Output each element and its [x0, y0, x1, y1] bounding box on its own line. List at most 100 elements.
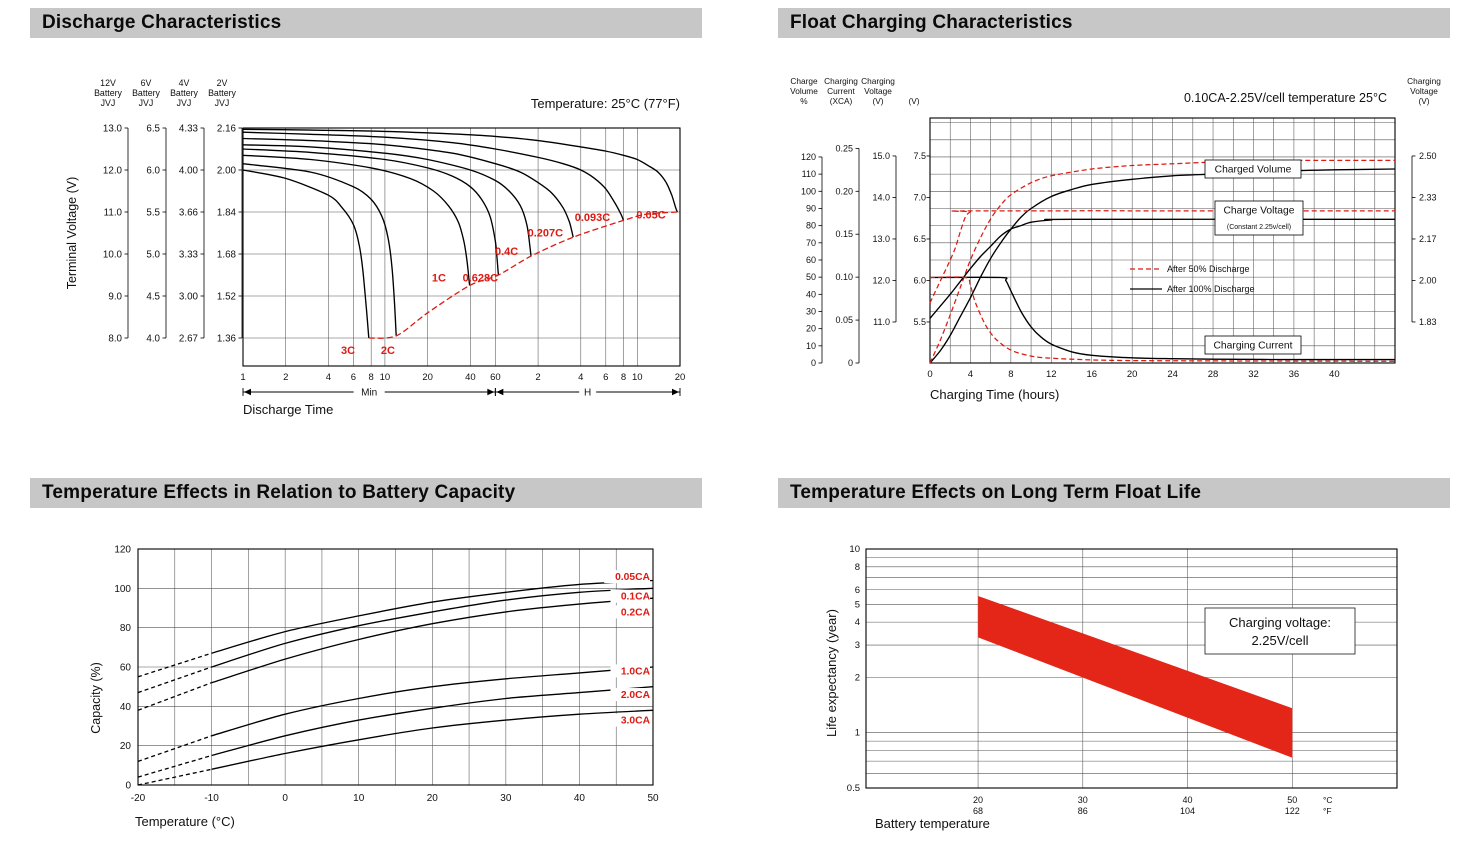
svg-text:120: 120 — [801, 152, 816, 162]
svg-text:0.10: 0.10 — [835, 272, 853, 282]
svg-text:12.0: 12.0 — [103, 166, 123, 177]
svg-text:20: 20 — [120, 741, 132, 752]
svg-text:100: 100 — [801, 186, 816, 196]
svg-text:3C: 3C — [341, 345, 355, 357]
svg-text:10: 10 — [849, 544, 860, 555]
svg-text:2.00: 2.00 — [217, 166, 237, 177]
svg-text:10: 10 — [380, 372, 391, 383]
svg-text:4: 4 — [578, 372, 583, 383]
title-float-charging-characteristics: Float Charging Characteristics — [778, 8, 1450, 38]
svg-text:1C: 1C — [432, 272, 446, 284]
svg-text:60: 60 — [806, 255, 816, 265]
svg-text:(V): (V) — [908, 96, 919, 106]
svg-text:5.5: 5.5 — [146, 208, 160, 219]
svg-text:0: 0 — [282, 793, 288, 804]
svg-text:4.0: 4.0 — [146, 334, 160, 345]
svg-text:40: 40 — [1329, 369, 1340, 380]
float-charging-characteristics-chart: ChargeVolume%120110100908070605040302010… — [790, 76, 1441, 402]
svg-text:24: 24 — [1167, 369, 1178, 380]
svg-text:6: 6 — [603, 372, 608, 383]
svg-text:122: 122 — [1285, 806, 1300, 816]
svg-text:2: 2 — [283, 372, 288, 383]
svg-text:36: 36 — [1289, 369, 1300, 380]
svg-text:Charging: Charging — [1407, 76, 1441, 86]
svg-text:50: 50 — [1287, 795, 1297, 805]
svg-text:JVJ: JVJ — [101, 98, 116, 108]
svg-text:13.0: 13.0 — [872, 234, 890, 244]
svg-text:1: 1 — [240, 372, 245, 383]
svg-text:Charge: Charge — [790, 76, 818, 86]
svg-text:Charging: Charging — [824, 76, 858, 86]
svg-text:40: 40 — [1183, 795, 1193, 805]
svg-text:16: 16 — [1086, 369, 1097, 380]
svg-text:40: 40 — [120, 702, 132, 713]
svg-text:8: 8 — [1008, 369, 1013, 380]
svg-text:0.05CA: 0.05CA — [615, 572, 650, 583]
svg-text:0: 0 — [848, 358, 853, 368]
svg-text:4.5: 4.5 — [146, 292, 160, 303]
svg-text:6V: 6V — [141, 78, 152, 88]
svg-text:7.0: 7.0 — [913, 192, 926, 202]
svg-text:0.2CA: 0.2CA — [621, 607, 651, 618]
svg-text:0.15: 0.15 — [835, 229, 853, 239]
svg-text:1.36: 1.36 — [217, 334, 237, 345]
svg-text:20: 20 — [973, 795, 983, 805]
svg-text:0.10CA-2.25V/cell temperature: 0.10CA-2.25V/cell temperature 25°C — [1184, 91, 1387, 105]
svg-text:13.0: 13.0 — [103, 124, 123, 135]
svg-text:9.0: 9.0 — [108, 292, 122, 303]
svg-text:2V: 2V — [217, 78, 228, 88]
svg-text:Temperature: 25°C (77°F): Temperature: 25°C (77°F) — [531, 96, 680, 111]
svg-text:30: 30 — [500, 793, 512, 804]
svg-text:2C: 2C — [381, 345, 395, 357]
svg-text:H: H — [584, 388, 591, 399]
svg-text:Capacity (%): Capacity (%) — [89, 662, 103, 734]
svg-text:Charging: Charging — [861, 76, 895, 86]
svg-text:5.0: 5.0 — [146, 250, 160, 261]
svg-text:12.0: 12.0 — [872, 275, 890, 285]
svg-text:5.5: 5.5 — [913, 317, 926, 327]
svg-text:(V): (V) — [872, 96, 883, 106]
svg-text:6: 6 — [855, 585, 860, 596]
svg-text:30: 30 — [1078, 795, 1088, 805]
svg-text:2: 2 — [855, 672, 860, 683]
svg-text:Terminal Voltage (V): Terminal Voltage (V) — [65, 177, 79, 290]
panel-float-life: Temperature Effects on Long Term Float L… — [778, 478, 1450, 850]
svg-text:6.5: 6.5 — [913, 234, 926, 244]
svg-text:JVJ: JVJ — [139, 98, 154, 108]
svg-text:After 50% Discharge: After 50% Discharge — [1167, 264, 1250, 274]
title-temperature-capacity: Temperature Effects in Relation to Batte… — [30, 478, 702, 508]
svg-text:11.0: 11.0 — [104, 208, 123, 219]
svg-text:After 100% Discharge: After 100% Discharge — [1167, 284, 1255, 294]
svg-text:%: % — [800, 96, 808, 106]
svg-text:12: 12 — [1046, 369, 1057, 380]
panel-float-charging-characteristics: Float Charging Characteristics Charge Vol… — [778, 8, 1450, 440]
svg-text:Charging Time (hours): Charging Time (hours) — [930, 387, 1059, 402]
svg-text:104: 104 — [1180, 806, 1195, 816]
svg-text:4.33: 4.33 — [179, 124, 199, 135]
svg-text:10: 10 — [632, 372, 643, 383]
svg-text:100: 100 — [114, 584, 131, 595]
svg-text:1: 1 — [855, 728, 860, 739]
svg-text:Charged Volume: Charged Volume — [1215, 165, 1292, 176]
svg-text:60: 60 — [120, 663, 132, 674]
svg-text:2.0CA: 2.0CA — [621, 690, 651, 701]
svg-text:0.4C: 0.4C — [495, 246, 518, 258]
svg-text:Voltage: Voltage — [1410, 86, 1438, 96]
svg-text:3.33: 3.33 — [179, 250, 199, 261]
svg-text:Battery: Battery — [208, 88, 236, 98]
svg-text:50: 50 — [806, 272, 816, 282]
svg-text:11.0: 11.0 — [873, 317, 890, 327]
svg-text:120: 120 — [114, 545, 131, 556]
svg-text:10: 10 — [353, 793, 365, 804]
svg-text:3.00: 3.00 — [179, 292, 199, 303]
svg-text:20: 20 — [422, 372, 433, 383]
svg-text:70: 70 — [806, 238, 816, 248]
svg-text:0.1CA: 0.1CA — [621, 592, 651, 603]
svg-text:14.0: 14.0 — [872, 192, 890, 202]
svg-text:Battery temperature: Battery temperature — [875, 816, 990, 831]
svg-text:JVJ: JVJ — [177, 98, 192, 108]
svg-text:2.33: 2.33 — [1419, 192, 1437, 202]
svg-text:12V: 12V — [100, 78, 116, 88]
svg-text:4: 4 — [326, 372, 331, 383]
